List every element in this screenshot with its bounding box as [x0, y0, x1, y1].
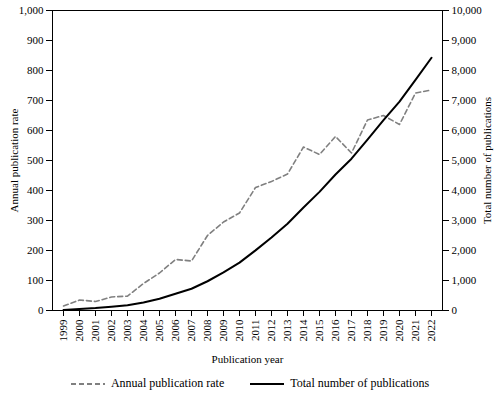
svg-text:2014: 2014	[297, 319, 309, 342]
svg-text:500: 500	[27, 154, 44, 166]
svg-text:2016: 2016	[329, 319, 341, 342]
svg-text:2010: 2010	[233, 319, 245, 342]
svg-text:900: 900	[27, 34, 44, 46]
svg-text:200: 200	[27, 244, 44, 256]
svg-text:2009: 2009	[217, 319, 229, 342]
svg-text:3,000: 3,000	[452, 214, 477, 226]
svg-text:2005: 2005	[153, 319, 165, 342]
svg-text:2000: 2000	[73, 319, 85, 342]
svg-text:1999: 1999	[57, 319, 69, 342]
svg-text:2021: 2021	[409, 320, 421, 342]
svg-text:2007: 2007	[185, 319, 197, 342]
svg-text:400: 400	[27, 184, 44, 196]
svg-text:Publication year: Publication year	[212, 353, 284, 365]
svg-text:0: 0	[38, 304, 44, 316]
svg-text:2017: 2017	[345, 319, 357, 342]
svg-text:7,000: 7,000	[452, 94, 477, 106]
svg-text:2019: 2019	[377, 319, 389, 342]
svg-text:2022: 2022	[425, 320, 437, 342]
svg-text:800: 800	[27, 64, 44, 76]
svg-text:2006: 2006	[169, 319, 181, 342]
svg-text:2018: 2018	[361, 319, 373, 342]
svg-text:2008: 2008	[201, 319, 213, 342]
svg-text:2013: 2013	[281, 319, 293, 342]
html-text:Annual publication rate: Annual publication rate	[111, 376, 225, 390]
svg-text:4,000: 4,000	[452, 184, 477, 196]
svg-text:0: 0	[452, 304, 458, 316]
svg-text:2003: 2003	[121, 319, 133, 342]
svg-text:300: 300	[27, 214, 44, 226]
svg-text:2012: 2012	[265, 320, 277, 342]
svg-text:1,000: 1,000	[19, 4, 44, 16]
svg-text:Annual publication rate: Annual publication rate	[8, 108, 20, 212]
html-text:Total number of publications: Total number of publications	[290, 376, 429, 390]
svg-text:2004: 2004	[137, 319, 149, 342]
svg-text:2011: 2011	[249, 320, 261, 342]
svg-text:1,000: 1,000	[452, 274, 477, 286]
svg-text:2015: 2015	[313, 319, 325, 342]
svg-text:700: 700	[27, 94, 44, 106]
svg-text:5,000: 5,000	[452, 154, 477, 166]
svg-text:600: 600	[27, 124, 44, 136]
svg-text:100: 100	[27, 274, 44, 286]
svg-text:Total number of publications: Total number of publications	[481, 97, 493, 224]
svg-text:10,000: 10,000	[452, 4, 483, 16]
svg-text:6,000: 6,000	[452, 124, 477, 136]
svg-text:2002: 2002	[105, 320, 117, 342]
svg-text:9,000: 9,000	[452, 34, 477, 46]
svg-text:2001: 2001	[89, 320, 101, 342]
svg-text:8,000: 8,000	[452, 64, 477, 76]
svg-text:2,000: 2,000	[452, 244, 477, 256]
svg-text:2020: 2020	[393, 319, 405, 342]
